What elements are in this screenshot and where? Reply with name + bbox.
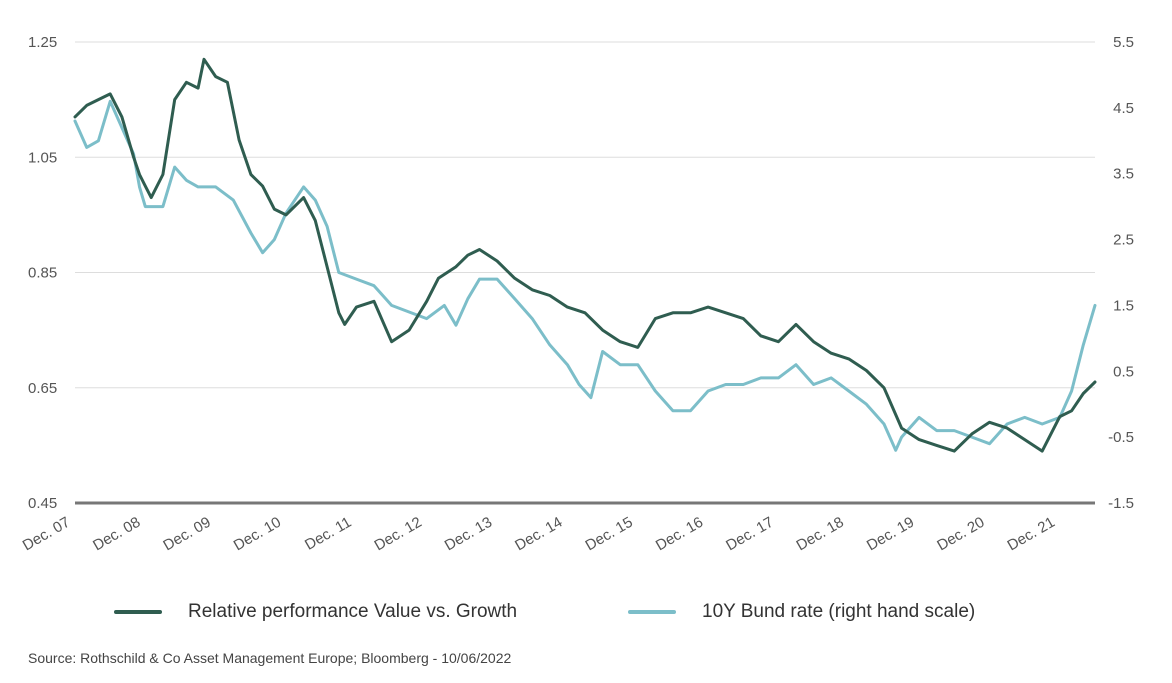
series-lines <box>73 57 1097 453</box>
right-tick-label: 1.5 <box>1113 297 1134 314</box>
right-axis-ticks: 5.5 4.5 3.5 2.5 1.5 0.5 -0.5 -1.5 <box>1108 34 1134 512</box>
legend-label-bund: 10Y Bund rate (right hand scale) <box>702 601 976 622</box>
left-tick-label: 0.85 <box>28 265 57 282</box>
right-tick-label: -0.5 <box>1108 429 1134 446</box>
x-tick-label: Dec. 18 <box>794 514 847 555</box>
x-tick-label: Dec. 15 <box>582 514 635 555</box>
x-tick-label: Dec. 07 <box>20 514 73 555</box>
line-chart: 1.25 1.05 0.85 0.65 0.45 5.5 4.5 3.5 2.5 1.5 0.5 -… <box>20 34 1134 555</box>
left-axis-ticks: 1.25 1.05 0.85 0.65 0.45 <box>28 34 57 512</box>
left-tick-label: 0.45 <box>28 495 57 512</box>
legend-label-value-growth: Relative performance Value vs. Growth <box>188 601 518 622</box>
left-tick-label: 1.05 <box>28 149 57 166</box>
right-tick-label: 4.5 <box>1113 100 1134 117</box>
x-tick-label: Dec. 09 <box>160 514 213 555</box>
left-tick-label: 1.25 <box>28 34 57 51</box>
legend-item-bund: 10Y Bund rate (right hand scale) <box>628 598 975 626</box>
x-tick-label: Dec. 14 <box>512 514 565 555</box>
series-line-value-growth <box>73 57 1097 453</box>
grid-lines <box>75 41 1095 505</box>
x-tick-label: Dec. 10 <box>231 514 284 555</box>
right-tick-label: 2.5 <box>1113 232 1134 249</box>
right-tick-label: -1.5 <box>1108 495 1134 512</box>
legend-swatch-bund <box>628 610 676 614</box>
right-tick-label: 3.5 <box>1113 166 1134 183</box>
source-note: Source: Rothschild & Co Asset Management… <box>28 650 512 666</box>
series-line-bund <box>73 99 1097 452</box>
x-tick-label: Dec. 13 <box>442 514 495 555</box>
left-tick-label: 0.65 <box>28 380 57 397</box>
x-tick-label: Dec. 11 <box>302 514 354 554</box>
x-axis-ticks: Dec. 07 Dec. 08 Dec. 09 Dec. 10 Dec. 11 Dec. … <box>20 514 1058 555</box>
x-tick-label: Dec. 21 <box>1005 514 1058 555</box>
x-tick-label: Dec. 12 <box>371 514 424 555</box>
right-tick-label: 5.5 <box>1113 34 1134 51</box>
x-tick-label: Dec. 20 <box>934 514 987 555</box>
legend-item-value-growth: Relative performance Value vs. Growth <box>114 598 517 626</box>
x-tick-label: Dec. 08 <box>90 514 143 555</box>
x-tick-label: Dec. 17 <box>723 514 776 555</box>
right-tick-label: 0.5 <box>1113 363 1134 380</box>
legend-swatch-value-growth <box>114 610 162 614</box>
x-tick-label: Dec. 16 <box>653 514 706 555</box>
x-tick-label: Dec. 19 <box>864 514 917 555</box>
